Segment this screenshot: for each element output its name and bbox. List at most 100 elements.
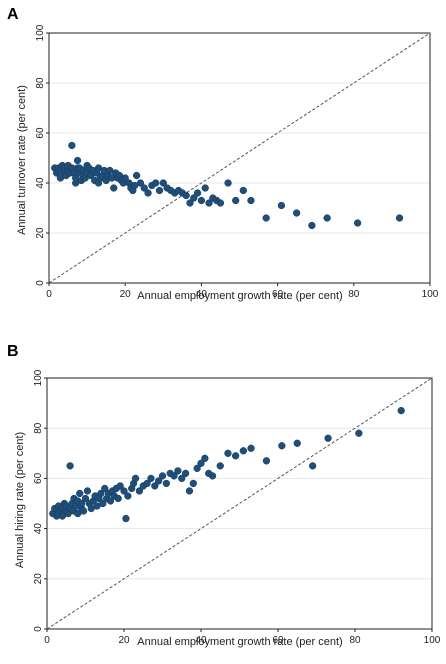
x-tick-label: 40 (196, 289, 208, 300)
x-tick-label: 100 (424, 635, 441, 646)
data-point (262, 457, 271, 465)
data-point (353, 219, 362, 227)
data-point (151, 482, 159, 490)
data-point (83, 487, 92, 495)
x-tick-label: 20 (118, 635, 130, 646)
data-point (97, 489, 105, 498)
x-tick-label: 0 (46, 289, 52, 300)
data-point (158, 472, 167, 480)
data-point (76, 489, 84, 498)
x-tick-label: 20 (120, 289, 132, 300)
data-point (106, 497, 115, 505)
chart-panel-a: A 0 20 40 60 80 100 0 20 40 60 80 100 Annual employ… (7, 6, 439, 302)
data-point (78, 499, 86, 508)
data-point (73, 156, 82, 165)
x-tick-label: 0 (44, 635, 50, 646)
data-point (81, 494, 90, 503)
y-tick-label: 40 (33, 523, 44, 535)
data-point (66, 462, 74, 470)
y-tick-label: 60 (35, 127, 46, 139)
x-axis-title: Annual employment growth rate (per cent) (137, 290, 342, 302)
data-point (232, 452, 240, 460)
data-point (170, 472, 178, 480)
reference-line-45deg (46, 377, 433, 630)
data-point (68, 141, 76, 150)
data-point (189, 479, 197, 488)
data-point (135, 487, 144, 495)
data-point (132, 171, 141, 180)
y-tick-label: 100 (33, 369, 44, 386)
data-point (355, 429, 363, 437)
data-point (140, 184, 148, 192)
y-tick-label: 80 (35, 77, 46, 89)
data-point (131, 474, 140, 483)
data-point (395, 214, 404, 222)
data-point (224, 179, 232, 187)
reference-line-45deg (48, 32, 431, 284)
y-tick-label: 20 (33, 573, 44, 585)
data-point (144, 189, 152, 197)
data-point (193, 189, 202, 197)
data-point (277, 201, 286, 210)
data-point (201, 184, 209, 192)
data-point (197, 459, 205, 467)
data-point (324, 434, 332, 442)
data-point (216, 199, 225, 207)
data-point (147, 474, 155, 483)
data-point (293, 439, 301, 447)
data-point (79, 507, 88, 515)
data-point (397, 406, 405, 415)
data-point (239, 447, 248, 455)
data-point (247, 196, 255, 205)
y-axis-title: Annual hiring rate (per cent) (14, 432, 26, 568)
plot-frame (46, 377, 433, 630)
x-tick-label: 80 (348, 289, 360, 300)
x-tick-label: 40 (195, 635, 207, 646)
data-point (122, 514, 130, 523)
data-point (262, 214, 270, 222)
y-tick-label: 20 (35, 227, 46, 239)
data-point (110, 184, 118, 192)
data-point (216, 462, 224, 470)
y-tick-label: 40 (35, 177, 46, 189)
data-point (181, 469, 190, 478)
data-point (232, 196, 240, 205)
data-point (155, 477, 163, 485)
x-tick-label: 60 (272, 635, 284, 646)
data-point (323, 214, 331, 222)
data-point (116, 482, 124, 490)
data-point (114, 494, 122, 503)
data-point (159, 179, 167, 187)
data-point (193, 464, 201, 473)
data-point (101, 484, 109, 493)
data-point (155, 186, 164, 195)
data-point (205, 199, 213, 207)
y-tick-label: 60 (33, 472, 44, 484)
data-point (186, 199, 194, 207)
data-point (162, 479, 171, 488)
data-point (121, 174, 129, 182)
y-axis-title: Annual turnover rate (per cent) (16, 85, 28, 235)
x-tick-label: 60 (272, 289, 284, 300)
data-point (308, 221, 316, 230)
data-point (185, 487, 194, 495)
data-point (152, 179, 160, 187)
data-point (190, 194, 198, 202)
scatter-plot-turnover: A 0 20 40 60 80 100 0 20 40 60 80 100 Annual employ… (7, 6, 439, 302)
y-tick-label: 0 (35, 280, 46, 286)
scatter-plot-hiring: B 0 20 40 60 80 100 0 20 40 60 80 100 Annual employ… (7, 343, 441, 648)
plot-frame (48, 32, 431, 284)
data-point (201, 454, 209, 462)
y-tick-label: 100 (35, 24, 46, 41)
data-point (99, 499, 107, 508)
data-point (224, 449, 232, 457)
panel-letter: B (7, 343, 19, 360)
y-tick-label: 80 (33, 422, 44, 434)
x-tick-label: 100 (422, 289, 439, 300)
data-point (174, 467, 182, 475)
data-point (293, 209, 301, 217)
data-point (247, 444, 255, 452)
data-point (182, 191, 190, 200)
data-point (124, 492, 132, 500)
x-tick-label: 80 (349, 635, 361, 646)
